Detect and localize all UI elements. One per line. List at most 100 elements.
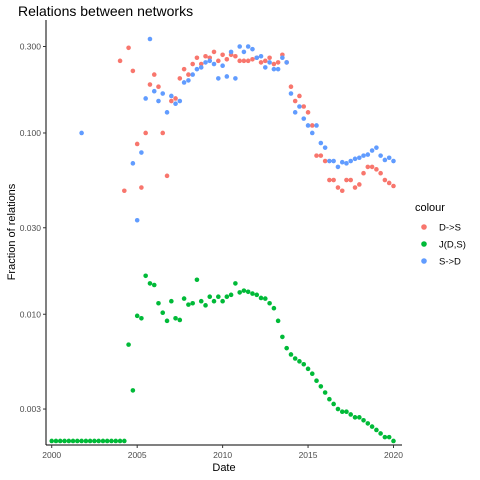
data-point	[374, 145, 379, 150]
data-point	[49, 438, 55, 444]
data-point	[100, 438, 106, 444]
data-point	[382, 177, 388, 183]
data-point	[327, 396, 332, 402]
data-point	[314, 123, 319, 128]
data-point	[262, 58, 268, 64]
data-point	[143, 273, 148, 279]
data-point	[181, 80, 187, 85]
data-point	[335, 406, 341, 412]
data-point	[374, 167, 379, 172]
data-point	[391, 438, 396, 444]
data-point	[211, 298, 217, 304]
data-point	[275, 60, 281, 65]
data-point	[369, 424, 375, 429]
data-point	[241, 58, 247, 64]
data-point	[151, 72, 157, 77]
data-point	[143, 96, 148, 101]
data-point	[250, 46, 255, 52]
data-point	[280, 55, 285, 61]
data-point	[339, 159, 345, 165]
data-point	[83, 438, 89, 444]
data-point	[79, 130, 84, 136]
data-point	[216, 294, 221, 299]
data-point	[309, 123, 315, 128]
data-point	[275, 66, 281, 72]
data-point	[391, 158, 396, 164]
data-point	[216, 58, 221, 64]
data-point	[220, 52, 225, 58]
data-point	[130, 68, 136, 74]
data-point	[139, 315, 144, 321]
data-point	[160, 130, 166, 136]
y-tick-label: 0.030	[20, 223, 42, 233]
data-point	[267, 55, 272, 61]
data-point	[361, 418, 366, 423]
data-point	[262, 65, 268, 70]
data-point	[271, 305, 277, 311]
data-point	[301, 116, 307, 121]
data-point	[241, 49, 247, 55]
data-point	[361, 170, 366, 176]
data-point	[113, 438, 119, 444]
data-point	[134, 313, 140, 319]
legend-label: S->D	[439, 257, 461, 268]
data-point	[309, 371, 315, 377]
points-layer	[49, 36, 396, 444]
data-point	[275, 318, 281, 324]
data-point	[122, 188, 127, 194]
data-point	[130, 388, 136, 393]
x-tick-label: 2020	[384, 450, 403, 460]
chart-title: Relations between networks	[18, 3, 193, 19]
data-point	[262, 296, 268, 301]
y-tick-label: 0.010	[20, 309, 42, 319]
data-point	[79, 438, 84, 444]
data-point	[352, 185, 358, 190]
data-point	[92, 438, 97, 444]
data-point	[378, 170, 383, 176]
data-point	[245, 289, 251, 295]
data-point	[237, 290, 242, 295]
x-axis-ticks: 2000 2005 2010 2015 2020	[42, 445, 403, 460]
data-point	[339, 188, 345, 194]
data-point	[126, 45, 131, 51]
data-point	[245, 44, 251, 49]
data-point	[190, 61, 195, 67]
data-point	[335, 164, 341, 170]
data-point	[386, 180, 392, 186]
data-point	[190, 300, 195, 306]
data-point	[352, 156, 358, 162]
data-point	[57, 438, 63, 444]
data-point	[96, 438, 101, 444]
data-point	[254, 292, 260, 298]
data-point	[327, 177, 332, 183]
data-point	[109, 438, 114, 444]
data-point	[181, 66, 187, 72]
data-point	[186, 72, 191, 77]
y-tick-label: 0.003	[20, 404, 42, 414]
data-point	[228, 292, 234, 298]
data-point	[365, 152, 371, 157]
data-point	[365, 164, 371, 170]
data-point	[254, 55, 260, 61]
series-0	[117, 45, 396, 194]
data-point	[186, 78, 191, 83]
data-point	[297, 104, 302, 109]
data-point	[198, 298, 204, 304]
data-point	[331, 401, 336, 407]
data-point	[160, 310, 166, 316]
data-point	[139, 185, 144, 190]
y-axis-ticks: 0.003 0.010 0.030 0.100 0.300	[20, 41, 46, 414]
x-tick-label: 2000	[42, 450, 61, 460]
x-tick-label: 2015	[299, 450, 318, 460]
data-point	[318, 384, 324, 389]
data-point	[228, 49, 234, 55]
data-point	[156, 98, 161, 104]
data-point	[357, 182, 362, 187]
data-point	[53, 438, 59, 444]
data-point	[344, 409, 349, 415]
data-point	[224, 294, 230, 299]
data-point	[280, 334, 285, 340]
data-point	[374, 427, 379, 433]
data-point	[331, 177, 336, 183]
data-point	[339, 409, 345, 415]
